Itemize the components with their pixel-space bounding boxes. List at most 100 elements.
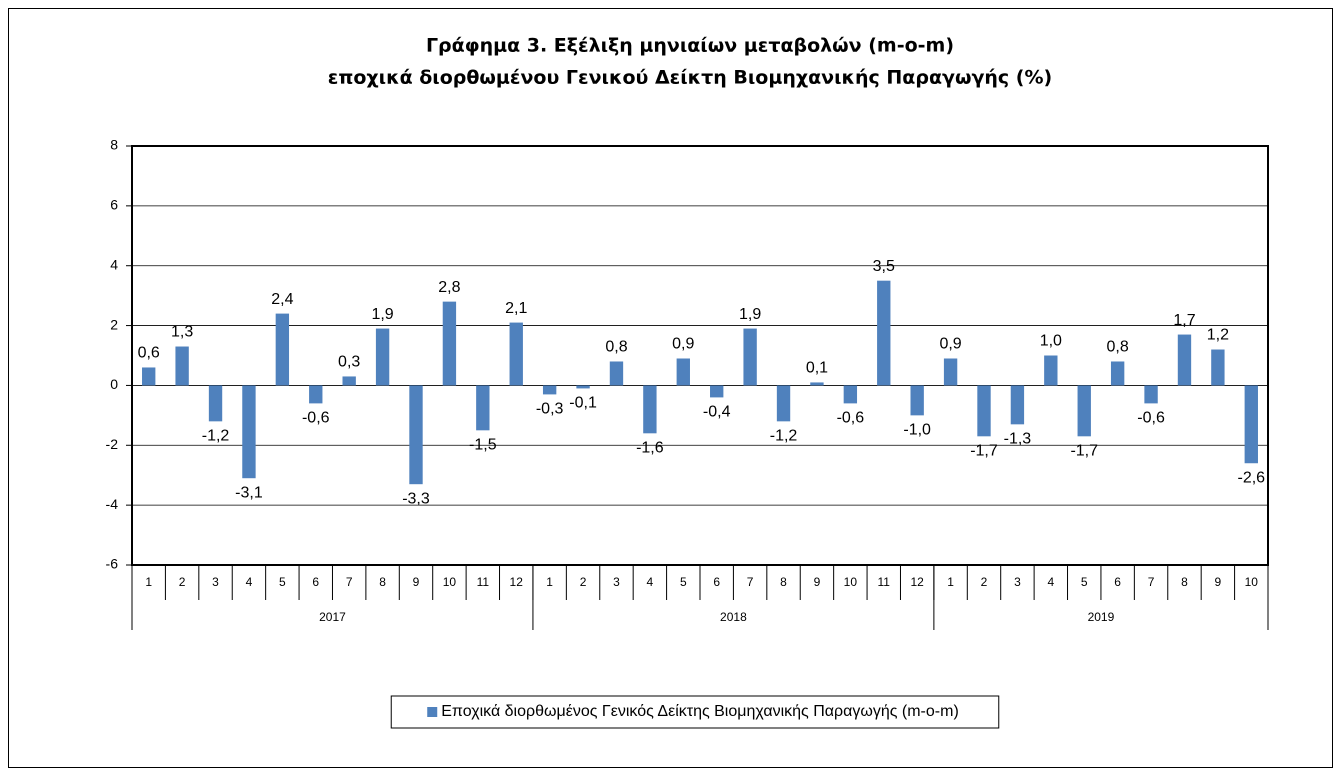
bar	[1044, 355, 1058, 386]
legend-label: Εποχικά διορθωμένος Γενικός Δείκτης Βιομ…	[441, 703, 959, 720]
x-tick-label: 12	[910, 575, 924, 589]
bar	[676, 358, 690, 386]
value-label: 2,4	[271, 291, 293, 308]
x-tick-label: 7	[346, 575, 353, 589]
bar	[977, 385, 991, 437]
x-tick-label: 3	[212, 575, 219, 589]
bar	[710, 385, 724, 398]
value-label: -2,6	[1238, 469, 1266, 486]
value-label: -1,6	[636, 440, 664, 457]
bar	[208, 385, 223, 422]
x-tick-label: 9	[814, 575, 821, 589]
chart-title: Γράφημα 3. Εξέλιξη μηνιαίων μεταβολών (m…	[426, 35, 954, 57]
bar	[275, 313, 290, 386]
x-tick-label: 3	[613, 575, 620, 589]
value-label: 0,1	[806, 360, 828, 377]
value-label: -1,0	[903, 422, 931, 439]
x-tick-label: 6	[312, 575, 319, 589]
x-tick-label: 6	[1114, 575, 1121, 589]
bar	[743, 328, 757, 386]
x-tick-label: 12	[510, 575, 524, 589]
x-tick-label: 9	[1215, 575, 1222, 589]
legend-swatch	[427, 707, 438, 717]
value-label: -1,7	[1070, 443, 1098, 460]
x-tick-label: 10	[844, 575, 858, 589]
bar	[442, 301, 457, 386]
value-label: 1,9	[371, 306, 393, 323]
x-tick-label: 2	[580, 575, 587, 589]
bar	[142, 367, 156, 386]
bar	[609, 361, 624, 386]
x-tick-label: 7	[747, 575, 754, 589]
value-label: -0,3	[536, 401, 564, 418]
x-tick-label: 8	[1181, 575, 1188, 589]
bar	[476, 385, 490, 431]
group-label: 2019	[1088, 610, 1115, 624]
value-label: 2,8	[438, 279, 460, 296]
x-tick-label: 1	[546, 575, 553, 589]
bar	[1244, 385, 1258, 464]
y-tick-label: 0	[110, 376, 118, 392]
value-label: 1,0	[1040, 333, 1062, 350]
value-label: 0,9	[672, 336, 694, 353]
bar	[375, 328, 390, 386]
bar	[1077, 385, 1091, 437]
value-label: -3,1	[235, 484, 263, 501]
bar	[309, 385, 323, 404]
bar	[776, 385, 791, 422]
value-label: -0,6	[302, 410, 330, 427]
value-label: -0,4	[703, 404, 731, 421]
bar	[810, 382, 824, 386]
value-label: -1,5	[469, 437, 497, 454]
group-label: 2017	[319, 610, 346, 624]
bar	[643, 385, 657, 434]
bar	[1177, 334, 1192, 386]
value-label: 0,6	[138, 345, 160, 362]
x-tick-label: 8	[780, 575, 787, 589]
x-tick-label: 11	[477, 575, 490, 589]
x-tick-label: 4	[246, 575, 253, 589]
x-tick-label: 5	[680, 575, 687, 589]
bar	[242, 385, 256, 479]
value-label: -3,3	[402, 490, 430, 507]
x-tick-label: 5	[1081, 575, 1088, 589]
x-tick-label: 1	[947, 575, 954, 589]
x-tick-label: 3	[1014, 575, 1021, 589]
bar	[509, 322, 523, 386]
value-label: 0,8	[605, 339, 627, 356]
value-label: -1,2	[770, 428, 798, 445]
x-tick-label: 9	[413, 575, 420, 589]
value-label: 0,3	[338, 354, 360, 371]
value-label: -1,7	[970, 443, 998, 460]
bar	[910, 385, 924, 416]
value-label: -0,6	[1137, 410, 1165, 427]
value-label: -1,3	[1004, 431, 1032, 448]
value-label: 1,2	[1207, 327, 1229, 344]
bar	[175, 346, 189, 386]
bar	[943, 358, 958, 386]
value-label: 2,1	[505, 300, 527, 317]
value-label: -0,6	[837, 410, 865, 427]
value-label: 0,9	[939, 336, 961, 353]
bar	[877, 280, 891, 386]
value-label: 1,3	[171, 324, 193, 341]
y-tick-label: 8	[110, 137, 118, 153]
y-tick-label: 4	[110, 256, 118, 272]
chart-title: εποχικά διορθωμένου Γενικού Δείκτη Βιομη…	[328, 67, 1052, 89]
y-tick-label: 2	[110, 316, 118, 332]
x-tick-label: 4	[647, 575, 654, 589]
value-label: 1,9	[739, 306, 761, 323]
bar	[409, 385, 423, 485]
x-tick-label: 5	[279, 575, 286, 589]
chart-frame	[8, 8, 1333, 768]
x-tick-label: 7	[1148, 575, 1155, 589]
x-tick-label: 2	[179, 575, 186, 589]
bar	[1110, 361, 1125, 386]
bar	[843, 385, 858, 404]
value-label: -0,1	[569, 395, 597, 412]
bar	[576, 385, 590, 389]
x-tick-label: 11	[878, 575, 891, 589]
x-tick-label: 8	[379, 575, 386, 589]
y-tick-label: -6	[106, 556, 119, 572]
